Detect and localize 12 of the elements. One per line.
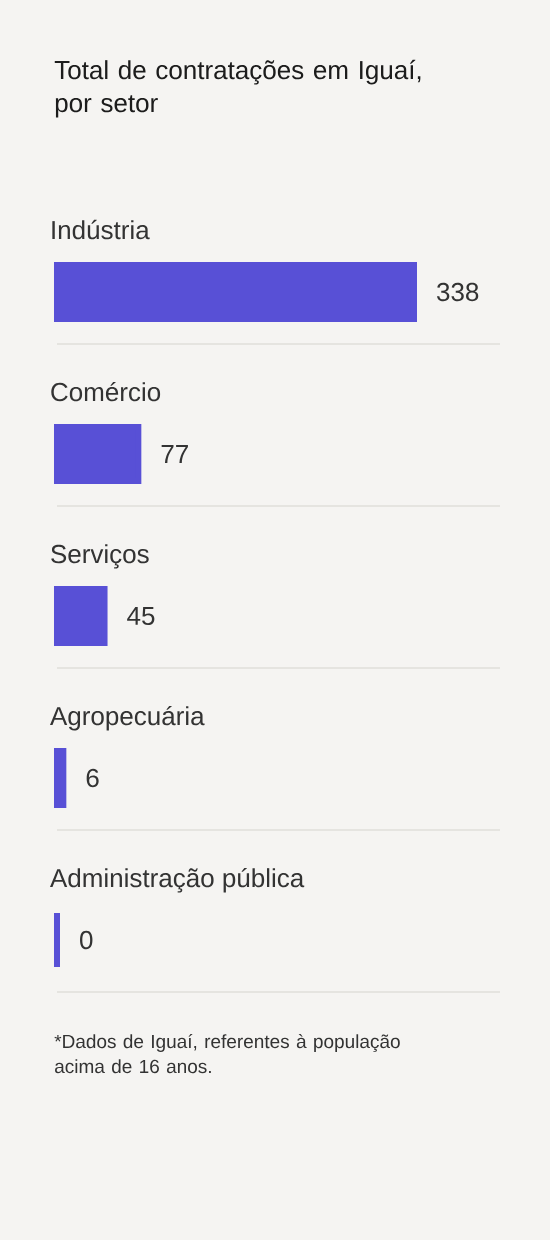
data-label: 77 <box>161 445 188 463</box>
data-label: 0 <box>80 930 93 950</box>
y-tick-label: Serviços <box>51 544 149 569</box>
data-label: 45 <box>127 606 155 626</box>
y-tick-label: Administração pública <box>49 867 305 893</box>
y-tick-label: Comércio <box>51 381 161 402</box>
y-tick-label: Agropecuária <box>49 705 205 731</box>
chart-title: Total de contratações em Iguaí, por setor <box>54 59 421 118</box>
y-tick-label: Indústria <box>52 219 150 240</box>
data-label: 6 <box>86 768 99 788</box>
text: *Dados de Iguaí, referentes à população acima de 16 anos. <box>54 1034 400 1074</box>
data-label: 338 <box>436 282 479 302</box>
